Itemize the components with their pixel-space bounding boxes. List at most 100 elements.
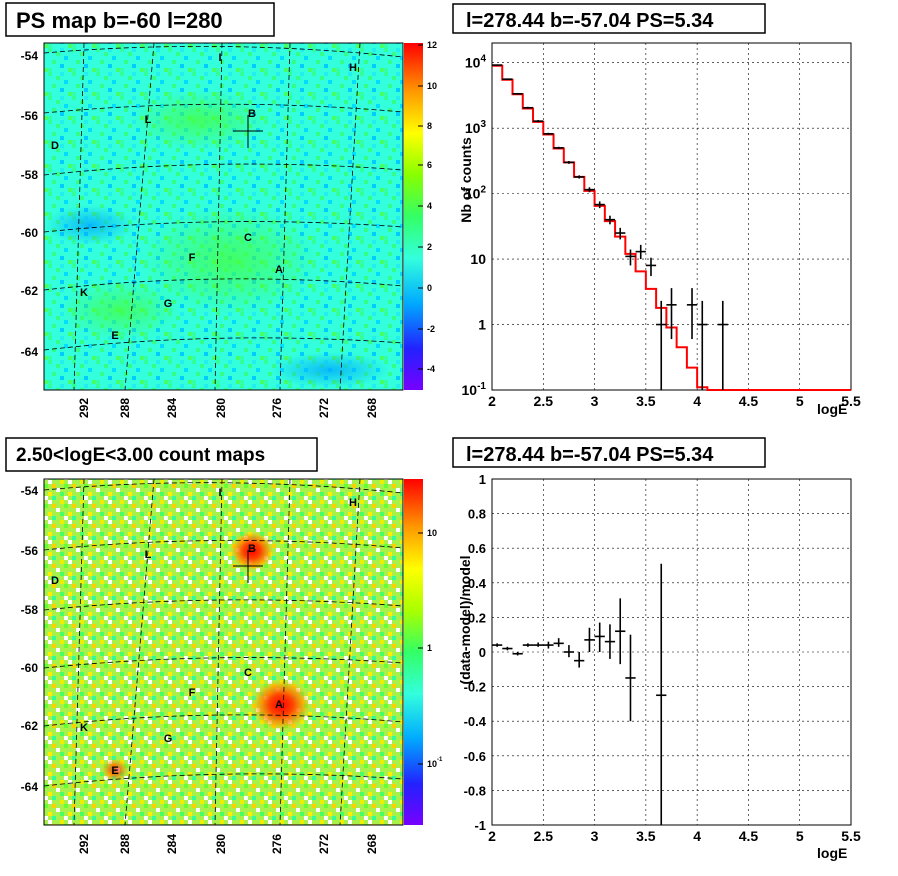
data-point bbox=[656, 300, 667, 390]
y-tick-label: -58 bbox=[21, 603, 39, 617]
y-tick-label: -54 bbox=[21, 484, 39, 498]
count-map-hotspot-e bbox=[101, 758, 129, 782]
ps-map-title: PS map b=-60 l=280 bbox=[16, 8, 223, 33]
y-tick-label: 0.8 bbox=[468, 507, 486, 522]
count-map-colorbar-ticks: 10 1 10-1 bbox=[418, 528, 443, 769]
y-tick-label: -0.8 bbox=[464, 783, 486, 798]
x-tick-label: 3.5 bbox=[636, 828, 656, 844]
y-tick-label: 103 bbox=[465, 119, 487, 136]
y-tick-label: -0.2 bbox=[464, 680, 486, 695]
residual-point bbox=[502, 646, 513, 651]
data-point bbox=[574, 175, 585, 179]
target-crosshair bbox=[233, 550, 263, 583]
x-tick-label: 280 bbox=[214, 834, 228, 854]
count-map-y-ticks: -54 -56 -58 -60 -62 -64 bbox=[21, 484, 39, 794]
y-tick-label: -64 bbox=[21, 345, 39, 359]
residual-point bbox=[615, 598, 626, 665]
spectrum-axes: 2 2.5 3 3.5 4 4.5 5 5.5 10-1 1 10 102 103 104 bbox=[462, 54, 861, 409]
latitude-line bbox=[43, 103, 404, 114]
y-tick-label: 104 bbox=[465, 54, 487, 71]
residual-point bbox=[512, 652, 523, 656]
y-tick-label: 0 bbox=[479, 645, 486, 660]
data-point bbox=[625, 249, 636, 266]
data-point bbox=[666, 288, 677, 340]
source-label-b: B bbox=[248, 108, 256, 120]
source-label-a: A bbox=[275, 699, 283, 711]
latitude-line bbox=[43, 657, 404, 669]
ps-map-colorbar bbox=[404, 43, 423, 390]
y-tick-label: -0.4 bbox=[464, 714, 487, 729]
count-map-coordinate-grid bbox=[43, 478, 404, 826]
residual-grid bbox=[491, 478, 852, 826]
longitude-line bbox=[279, 478, 291, 826]
source-label-d: D bbox=[51, 575, 59, 587]
x-tick-label: 2 bbox=[488, 828, 496, 844]
spectrum-frame bbox=[491, 42, 852, 391]
longitude-line bbox=[73, 478, 85, 826]
ps-map-title-box bbox=[5, 2, 275, 37]
colorbar-tick-label: 12 bbox=[427, 40, 437, 50]
x-tick-label: 5 bbox=[796, 393, 804, 409]
ps-map-coordinate-grid bbox=[43, 42, 404, 391]
latitude-line bbox=[43, 337, 404, 351]
x-tick-label: 268 bbox=[365, 398, 379, 418]
x-tick-label: 272 bbox=[317, 398, 331, 418]
residual-data-points bbox=[492, 563, 667, 825]
source-label-e: E bbox=[111, 765, 118, 777]
y-tick-label: -56 bbox=[21, 109, 39, 123]
y-tick-label: 102 bbox=[465, 185, 487, 202]
residual-point bbox=[625, 634, 636, 722]
y-tick-label: -60 bbox=[21, 661, 39, 675]
count-map-colorbar bbox=[404, 479, 423, 825]
data-point bbox=[645, 257, 657, 277]
latitude-line bbox=[43, 714, 404, 727]
x-tick-label: 3 bbox=[591, 393, 599, 409]
residual-y-label: (data-model)/model bbox=[457, 555, 473, 684]
latitude-line bbox=[43, 773, 404, 787]
residual-point bbox=[656, 563, 667, 825]
y-tick-label: -0.6 bbox=[464, 749, 486, 764]
longitude-line bbox=[124, 478, 155, 826]
source-label-f: F bbox=[189, 687, 196, 699]
latitude-line bbox=[43, 221, 404, 233]
x-tick-label: 288 bbox=[118, 834, 132, 854]
spectrum-title-box bbox=[452, 3, 766, 34]
source-label-d: D bbox=[51, 140, 59, 152]
longitude-line bbox=[339, 478, 361, 826]
source-label-i: I bbox=[218, 52, 221, 64]
x-tick-label: 5.5 bbox=[841, 828, 861, 844]
x-tick-label: 2 bbox=[488, 393, 496, 409]
x-tick-label: 284 bbox=[165, 834, 179, 854]
x-tick-label: 4 bbox=[693, 828, 701, 844]
count-map-title-box bbox=[5, 437, 318, 472]
data-point bbox=[502, 78, 513, 80]
y-tick-label: 10-1 bbox=[462, 381, 487, 398]
y-tick-label: -1 bbox=[474, 818, 486, 833]
longitude-line bbox=[214, 42, 223, 391]
y-tick-label: -62 bbox=[21, 719, 39, 733]
count-map-image bbox=[44, 479, 403, 825]
count-map-panel: 2.50<logE<3.00 count maps I H L B D C F A K G E -5… bbox=[5, 437, 443, 854]
residual-point bbox=[492, 643, 503, 647]
colorbar-tick-label: 10 bbox=[427, 528, 437, 538]
y-tick-label: -60 bbox=[21, 226, 39, 240]
source-label-h: H bbox=[349, 62, 357, 74]
spectrum-data-points bbox=[492, 64, 728, 390]
residual-panel: l=278.44 b=-57.04 PS=5.34 2 2.5 3 3.5 4 4.5 5 5… bbox=[452, 437, 861, 861]
target-crosshair bbox=[233, 115, 263, 148]
latitude-line bbox=[43, 278, 404, 291]
residual-x-label: logE bbox=[817, 845, 847, 861]
ps-map-blue-region bbox=[270, 352, 390, 388]
ps-map-green-region bbox=[60, 280, 180, 340]
residual-point bbox=[543, 641, 554, 649]
ps-map-blue-region bbox=[45, 205, 135, 245]
residual-point bbox=[563, 645, 575, 658]
source-label-i: I bbox=[218, 487, 221, 499]
x-tick-label: 272 bbox=[317, 834, 331, 854]
source-label-e: E bbox=[111, 330, 118, 342]
residual-point bbox=[574, 652, 585, 668]
data-point bbox=[604, 215, 616, 225]
y-tick-label: 0.6 bbox=[468, 541, 486, 556]
source-label-l: L bbox=[145, 549, 152, 561]
